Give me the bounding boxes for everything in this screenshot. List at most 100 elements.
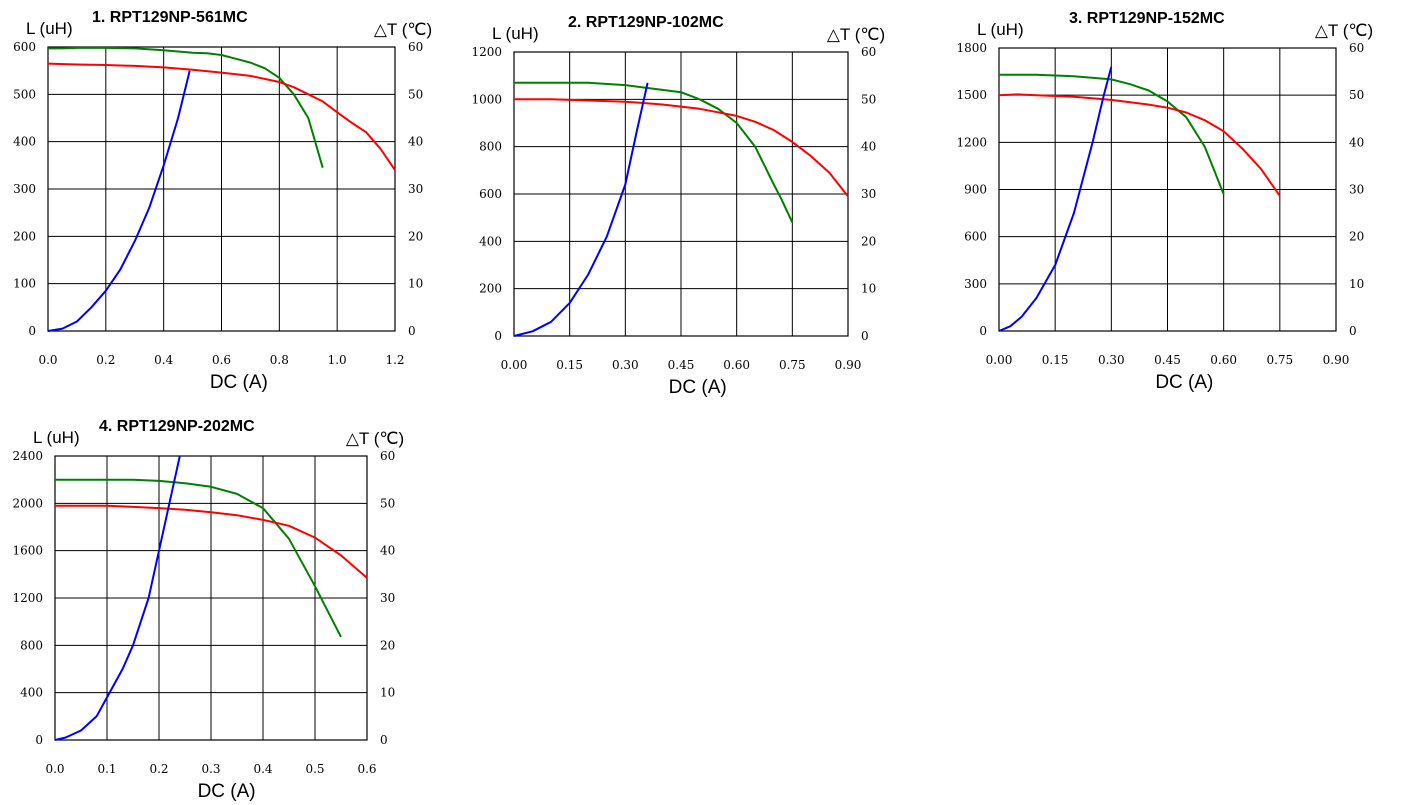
x-tick-label: 0.1 [97, 762, 116, 776]
x-axis-label: DC (A) [669, 377, 727, 398]
y2-axis-label: △T (℃) [827, 25, 885, 44]
x-tick-label: 0.4 [253, 762, 272, 776]
y-axis-label: L (uH) [977, 20, 1024, 39]
chart-title: 4. RPT129NP-202MC [99, 418, 255, 435]
y2-tick-label: 40 [861, 140, 876, 154]
y2-tick-label: 30 [408, 182, 423, 196]
y2-tick-label: 50 [1349, 88, 1364, 102]
y-axis-label: L (uH) [26, 19, 73, 38]
y-tick-label: 2400 [12, 449, 43, 463]
y2-tick-label: 50 [380, 496, 395, 510]
chart-2: 0.00 0.15 0.30 0.45 0.60 0.75 0.90020040060080… [471, 14, 885, 398]
y2-tick-label: 60 [861, 45, 876, 59]
x-axis-label: DC (A) [198, 781, 256, 802]
y2-axis-label: △T (℃) [346, 429, 404, 448]
y-tick-label: 1500 [956, 88, 987, 102]
x-tick-label: 0.90 [1323, 353, 1350, 367]
y-tick-label: 600 [13, 40, 36, 54]
x-tick-label: 0.0 [45, 762, 64, 776]
y-tick-label: 800 [20, 638, 43, 652]
y-tick-label: 2000 [12, 496, 43, 510]
y2-tick-label: 20 [380, 638, 395, 652]
y-tick-label: 600 [479, 187, 502, 201]
plot-frame [513, 51, 849, 337]
y2-tick-label: 30 [380, 591, 395, 605]
chart-3: 0.00 0.15 0.30 0.45 0.60 0.75 0.90030060090012… [956, 10, 1373, 393]
y2-tick-label: 30 [861, 187, 876, 201]
y2-tick-label: 0 [1349, 324, 1357, 338]
y-tick-label: 0 [979, 324, 987, 338]
chart-4: 0.0 0.1 0.2 0.3 0.4 0.5 0.60400800120016002000… [12, 418, 404, 802]
y-tick-label: 600 [964, 230, 987, 244]
x-tick-label: 0.6 [357, 762, 376, 776]
x-tick-label: 0.2 [149, 762, 168, 776]
y-tick-label: 300 [13, 182, 36, 196]
plot-frame [47, 46, 396, 332]
series-line-2 [55, 504, 368, 579]
y-tick-label: 1800 [956, 41, 987, 55]
x-tick-label: 1.2 [385, 353, 404, 367]
x-tick-label: 0.60 [723, 358, 750, 372]
y-tick-label: 500 [13, 87, 36, 101]
x-tick-label: 0.90 [835, 358, 862, 372]
y2-tick-label: 20 [1349, 230, 1364, 244]
y2-tick-label: 50 [861, 92, 876, 106]
x-tick-label: 0.45 [668, 358, 695, 372]
x-tick-label: 0.6 [212, 353, 231, 367]
x-tick-label: 0.75 [779, 358, 806, 372]
y-tick-label: 1200 [471, 45, 502, 59]
y-tick-label: 800 [479, 140, 502, 154]
y2-tick-label: 60 [408, 40, 423, 54]
x-tick-label: 0.60 [1210, 353, 1237, 367]
x-tick-label: 0.45 [1154, 353, 1181, 367]
y2-tick-label: 50 [408, 87, 423, 101]
y-tick-label: 400 [20, 686, 43, 700]
y2-tick-label: 0 [380, 733, 388, 747]
y-tick-label: 1600 [12, 544, 43, 558]
series-line-1 [48, 46, 324, 168]
x-tick-label: 0.5 [305, 762, 324, 776]
x-tick-label: 0.00 [501, 358, 528, 372]
series-line-2 [514, 98, 849, 198]
x-axis-label: DC (A) [210, 372, 268, 393]
series-line-1 [514, 81, 794, 223]
y2-tick-label: 30 [1349, 183, 1364, 197]
y-axis-label: L (uH) [492, 24, 539, 43]
x-axis-label: DC (A) [1155, 372, 1213, 393]
y2-tick-label: 0 [861, 329, 869, 343]
y2-tick-label: 40 [1349, 135, 1364, 149]
chart-title: 1. RPT129NP-561MC [92, 9, 248, 26]
y-tick-label: 900 [964, 183, 987, 197]
y2-tick-label: 10 [1349, 277, 1364, 291]
y2-axis-label: △T (℃) [374, 20, 432, 39]
y2-tick-label: 60 [380, 449, 395, 463]
x-tick-label: 0.2 [96, 353, 115, 367]
y2-tick-label: 20 [408, 229, 423, 243]
y-tick-label: 1200 [956, 135, 987, 149]
y-tick-label: 100 [13, 277, 36, 291]
series-line-2 [998, 93, 1281, 197]
series-line-2 [47, 62, 396, 171]
y-tick-label: 200 [13, 229, 36, 243]
x-tick-label: 0.30 [1098, 353, 1125, 367]
x-tick-label: 0.15 [556, 358, 583, 372]
x-tick-label: 0.3 [201, 762, 220, 776]
y-tick-label: 0 [28, 324, 36, 338]
y2-tick-label: 10 [380, 686, 395, 700]
x-tick-label: 0.15 [1042, 353, 1069, 367]
chart-title: 2. RPT129NP-102MC [568, 14, 724, 31]
series-line-3 [513, 82, 649, 337]
series-line-3 [998, 66, 1113, 332]
x-tick-label: 0.30 [612, 358, 639, 372]
y2-axis-label: △T (℃) [1315, 21, 1373, 40]
series-line-3 [54, 455, 181, 741]
y2-tick-label: 20 [861, 234, 876, 248]
y2-tick-label: 0 [408, 324, 416, 338]
x-tick-label: 0.4 [154, 353, 173, 367]
plot-frame [998, 47, 1337, 332]
y-tick-label: 400 [13, 135, 36, 149]
y-tick-label: 0 [35, 733, 43, 747]
y2-tick-label: 40 [380, 544, 395, 558]
x-tick-label: 1.0 [328, 353, 347, 367]
